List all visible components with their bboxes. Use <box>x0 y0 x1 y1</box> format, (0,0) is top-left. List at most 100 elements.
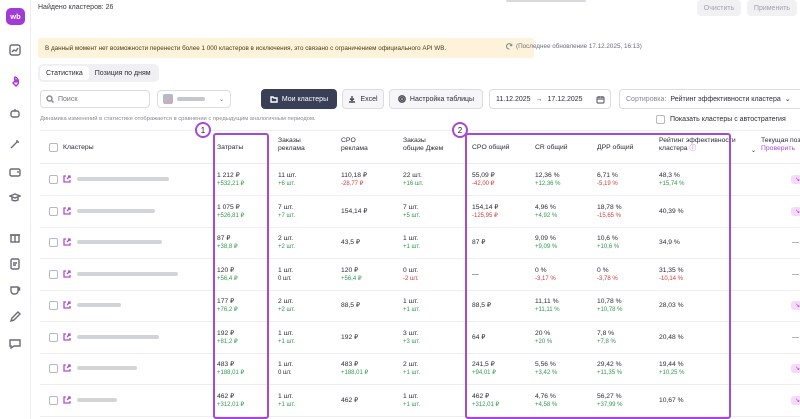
cell-ot: 3 шт. +3 шт. <box>403 329 420 347</box>
auto-strategy-toggle[interactable]: Показать кластеры с автостратегия <box>656 115 786 124</box>
table-row[interactable]: 483 ₽ +188,01 ₽ 1 шт. 0 шт. 483 ₽ +188,01 ₽ 2 … <box>40 353 800 385</box>
table-row[interactable]: 1 075 ₽ +526,81 ₽7 шт. +7 шт. 154,14 ₽7 шт.… <box>40 196 800 228</box>
cup-icon[interactable] <box>8 283 22 297</box>
search-box[interactable] <box>40 90 150 108</box>
cell-ct: 154,14 ₽ -125,95 ₽ <box>472 203 499 221</box>
sort-value: Рейтинг эффективности кластера <box>670 95 781 103</box>
tab-statistics[interactable]: Статистика <box>40 66 89 80</box>
table-row[interactable]: 177 ₽ +76,2 ₽ 2 шт. +2 шт. 88,5 ₽ 1 шт. +1 шт.… <box>40 290 800 322</box>
cell-delta: +10,78 % <box>597 307 623 313</box>
cell-value: 154,14 ₽ <box>472 203 499 211</box>
apply-button[interactable]: Применить <box>747 0 797 16</box>
position-empty: — <box>792 239 799 246</box>
table-row[interactable]: 87 ₽ +38,8 ₽ 2 шт. +2 шт. 43,5 ₽ 1 шт. +1 шт. 8… <box>40 227 800 259</box>
col-rating[interactable]: Рейтинг эффективности кластера ⓘ ⌄ <box>659 137 756 154</box>
cell-delta: +532,21 ₽ <box>217 181 245 187</box>
cell-delta: +1 шт. <box>278 338 296 345</box>
cell-ca: 120 ₽ +56,4 ₽ <box>341 266 362 284</box>
cell-value: 1 шт. <box>403 235 419 242</box>
row-checkbox[interactable] <box>49 238 58 247</box>
cell-drr: 29,42 % +11,35 % <box>597 360 622 378</box>
cell-delta: +56,4 ₽ <box>341 275 362 282</box>
my-clusters-button[interactable]: Мои кластеры <box>261 89 337 109</box>
cell-oa: 2 шт. +2 шт. <box>278 297 295 315</box>
cell-cr: 4,96 % +4,92 % <box>535 203 557 221</box>
cell-value: 34,9 % <box>659 239 680 246</box>
auto-strategy-checkbox[interactable] <box>656 115 665 124</box>
cell-cr: 20 % +20 % <box>535 329 552 347</box>
select-all-checkbox[interactable] <box>49 143 58 152</box>
external-link-icon[interactable] <box>63 175 71 183</box>
position-badge[interactable]: ↘ 1 <box>791 364 800 373</box>
cell-delta: -5,19 % <box>597 181 618 187</box>
position-empty: — <box>792 270 799 278</box>
wallet-icon[interactable] <box>8 165 22 179</box>
gift-icon[interactable] <box>8 230 22 244</box>
cell-delta: +76,2 ₽ <box>217 307 238 313</box>
position-badge[interactable]: ↘ 1 <box>791 395 800 405</box>
row-checkbox[interactable] <box>49 301 58 310</box>
cell-value: 19,44 % <box>659 361 684 368</box>
external-link-icon[interactable] <box>63 364 71 372</box>
col-cpo-total[interactable]: CPO общий <box>472 144 510 151</box>
cell-ct: 55,09 ₽ -42,00 ₽ <box>472 171 495 189</box>
row-checkbox[interactable] <box>49 395 58 405</box>
row-checkbox[interactable] <box>49 332 58 342</box>
bot-icon[interactable] <box>8 106 22 120</box>
edit-icon[interactable] <box>8 310 22 324</box>
cell-delta: +2 шт. <box>278 307 296 313</box>
price-tag-icon[interactable] <box>8 257 22 271</box>
refresh-icon[interactable] <box>506 43 513 50</box>
external-link-icon[interactable] <box>63 301 71 309</box>
row-checkbox[interactable] <box>49 364 58 373</box>
chat-icon[interactable] <box>8 337 22 351</box>
cell-rt: 40,39 % <box>659 207 684 216</box>
table-settings-button[interactable]: Настройка таблицы <box>389 89 483 109</box>
check-position-link[interactable]: Проверить <box>761 145 795 152</box>
row-checkbox[interactable] <box>49 206 58 216</box>
chart-icon[interactable] <box>8 43 22 57</box>
row-checkbox[interactable] <box>49 175 58 184</box>
col-spend[interactable]: Затраты <box>217 144 244 151</box>
table-row[interactable]: 462 ₽ +312,01 ₽1 шт. +1 шт. 462 ₽1 шт. +1 шт… <box>40 385 800 417</box>
position-badge[interactable]: ↘ 1 <box>791 301 800 310</box>
search-input[interactable] <box>58 95 138 103</box>
col-current-position[interactable]: Текущая поз Проверить <box>761 137 800 153</box>
graduation-cap-icon[interactable] <box>8 190 22 204</box>
cell-oa: 1 шт. 0 шт. <box>278 266 293 284</box>
rocket-icon[interactable] <box>8 75 22 89</box>
tab-positions-by-day[interactable]: Позиция по дням <box>94 69 151 77</box>
table-row[interactable]: 1 212 ₽ +532,21 ₽ 11 шт. +6 шт. 110,18 ₽ -28,… <box>40 164 800 196</box>
external-link-icon[interactable] <box>63 238 71 246</box>
col-cr-total[interactable]: CR общий <box>535 144 568 151</box>
col-clusters[interactable]: Кластеры <box>63 144 94 151</box>
date-range-picker[interactable]: 11.12.2025 → 17.12.2025 <box>489 89 611 109</box>
cell-value: 7 шт. <box>403 203 419 211</box>
excel-button[interactable]: Excel <box>342 89 384 109</box>
table-row[interactable]: 120 ₽ +56,4 ₽1 шт. 0 шт. 120 ₽ +56,4 ₽0 шт. -… <box>40 259 800 291</box>
cell-delta: +4,92 % <box>535 212 558 219</box>
table-settings-label: Настройка таблицы <box>409 95 475 103</box>
position-badge[interactable]: ↘ 1 <box>791 206 800 216</box>
cell-spend: 1 212 ₽ +532,21 ₽ <box>217 171 244 189</box>
external-link-icon[interactable] <box>63 269 71 278</box>
col-drr-total[interactable]: ДРР общий <box>597 144 634 151</box>
position-badge[interactable]: ↘ 2 <box>791 175 800 184</box>
chevron-down-icon: ⌄ <box>784 96 791 103</box>
col-cpo-ad[interactable]: CPO реклама <box>341 137 368 153</box>
cell-rt: 20,48 % <box>659 333 684 342</box>
cell-drr: 6,71 % -5,19 % <box>597 171 618 189</box>
sort-select[interactable]: Сортировка: Рейтинг эффективности класте… <box>619 89 800 109</box>
external-link-icon[interactable] <box>63 206 71 215</box>
app-logo[interactable]: wb <box>6 8 25 25</box>
table-row[interactable]: 192 ₽ +81,2 ₽1 шт. +1 шт. 192 ₽3 шт. +3 шт. 6… <box>40 322 800 354</box>
clear-button[interactable]: Очистить <box>697 0 741 16</box>
magic-wand-icon[interactable] <box>8 137 22 151</box>
row-checkbox[interactable] <box>49 269 58 279</box>
store-select[interactable]: ⌄ <box>157 90 231 108</box>
col-orders-total[interactable]: Заказы общие Джем <box>403 137 443 153</box>
external-link-icon[interactable] <box>63 332 71 341</box>
cell-oa: 11 шт. +6 шт. <box>278 171 296 189</box>
external-link-icon[interactable] <box>63 395 71 404</box>
col-orders-ad[interactable]: Заказы реклама <box>278 137 305 153</box>
